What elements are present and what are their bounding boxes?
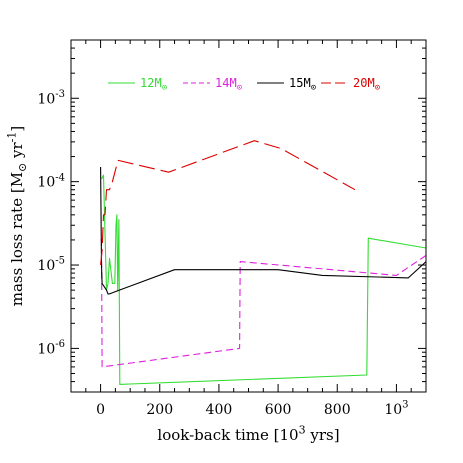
axes xyxy=(70,39,427,393)
series-line-3 xyxy=(100,140,356,266)
y-axis-label: mass loss rate [M⊙​ yr-1​] xyxy=(5,126,29,307)
y-tick-label: 10-4​ xyxy=(37,172,65,190)
x-tick-label: 103​ xyxy=(384,400,408,418)
legend-label-0: 12M⊙​ xyxy=(140,76,167,93)
x-tick-label: 0 xyxy=(96,402,105,418)
legend-label-2: 15M⊙​ xyxy=(289,76,316,93)
x-tick-label: 400 xyxy=(206,402,233,418)
plot-frame xyxy=(70,39,427,393)
y-tick-label: 10-5​ xyxy=(37,256,65,274)
legend-label-3: 20M⊙​ xyxy=(353,76,380,93)
plot-area xyxy=(100,140,426,385)
series-line-2 xyxy=(100,166,426,295)
series-line-1 xyxy=(100,239,426,368)
x-tick-label: 600 xyxy=(265,402,292,418)
x-tick-label: 800 xyxy=(324,402,351,418)
legend: 12M⊙​ 14M⊙​ 15M⊙​ 20M⊙​ xyxy=(108,76,380,93)
axis-labels: 0 200 400 600 800 103​ 10-6​ 10-5​ 10-4​ 10-3​ loo… xyxy=(5,89,408,444)
y-tick-label: 10-6​ xyxy=(37,339,65,357)
x-tick-label: 200 xyxy=(146,402,173,418)
y-tick-label: 10-3​ xyxy=(37,89,65,107)
series-line-0 xyxy=(100,174,426,385)
legend-label-1: 14M⊙​ xyxy=(215,76,242,93)
x-axis-label: look-back time [103​ yrs] xyxy=(157,423,339,444)
